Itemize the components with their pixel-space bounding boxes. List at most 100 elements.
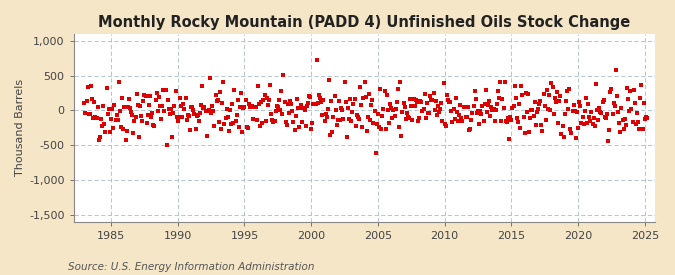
Point (548, 112, 559, 116)
Point (500, 119, 511, 123)
Point (335, 118, 346, 122)
Point (84, 112, 95, 116)
Point (500, 79, 510, 84)
Point (201, 134, 212, 138)
Point (232, 112, 242, 117)
Point (462, 114, 472, 119)
Point (345, 97, 356, 101)
Point (208, 109, 219, 113)
Point (433, 104, 443, 108)
Point (414, 116, 425, 120)
Point (140, 94, 151, 98)
Point (620, 123, 631, 127)
Point (178, 101, 189, 106)
Point (512, 120, 523, 125)
Point (594, 105, 605, 110)
Point (585, 119, 596, 123)
Point (407, 117, 418, 122)
Point (235, 105, 246, 110)
Point (357, 125, 368, 129)
Point (493, 89, 504, 94)
Point (435, 107, 446, 111)
Point (103, 112, 113, 116)
Point (610, 104, 620, 109)
Point (596, 111, 607, 116)
Point (495, 80, 506, 84)
Point (389, 113, 400, 118)
Point (122, 105, 133, 110)
Point (189, 111, 200, 116)
Point (516, 84, 526, 89)
Point (287, 109, 298, 114)
Point (588, 116, 599, 120)
Point (175, 96, 186, 101)
Point (419, 91, 430, 96)
Point (603, 139, 614, 143)
Point (583, 101, 593, 106)
Point (557, 124, 568, 128)
Point (227, 102, 238, 106)
Point (246, 105, 256, 109)
Point (159, 109, 170, 113)
Point (221, 107, 232, 111)
Point (115, 108, 126, 113)
Point (163, 97, 173, 102)
Point (275, 108, 286, 112)
Point (150, 98, 161, 102)
Point (531, 122, 541, 127)
Point (454, 112, 464, 117)
Point (266, 111, 277, 116)
Point (292, 105, 303, 110)
Point (362, 115, 373, 119)
Point (610, 68, 621, 72)
Point (336, 105, 347, 110)
Point (510, 83, 520, 88)
Point (431, 112, 442, 117)
Point (126, 110, 136, 114)
Point (338, 117, 349, 121)
Point (219, 121, 230, 126)
Point (408, 96, 419, 101)
Point (97, 124, 107, 128)
Point (446, 108, 457, 113)
Point (541, 88, 552, 92)
Point (95, 134, 105, 139)
Point (549, 95, 560, 100)
Point (239, 105, 250, 109)
Point (146, 115, 157, 119)
Point (203, 108, 214, 112)
Point (87, 97, 98, 101)
Point (131, 92, 142, 97)
Point (563, 107, 574, 112)
Point (543, 107, 554, 111)
Point (579, 109, 590, 114)
Point (368, 120, 379, 125)
Point (99, 122, 110, 127)
Point (534, 101, 545, 106)
Point (529, 114, 539, 119)
Point (319, 119, 330, 123)
Point (301, 103, 312, 108)
Point (355, 85, 366, 89)
Point (580, 96, 591, 100)
Point (173, 115, 184, 119)
Point (84, 112, 95, 116)
Point (458, 105, 469, 109)
Point (247, 104, 258, 108)
Point (630, 122, 641, 126)
Point (179, 107, 190, 111)
Point (229, 88, 240, 92)
Point (536, 123, 547, 128)
Point (479, 101, 490, 106)
Point (225, 122, 236, 127)
Point (601, 112, 612, 116)
Point (259, 93, 270, 97)
Point (395, 80, 406, 84)
Point (556, 131, 567, 136)
Point (624, 108, 634, 113)
Point (452, 110, 462, 115)
Point (445, 100, 456, 104)
Point (369, 109, 380, 113)
Point (378, 106, 389, 111)
Point (570, 136, 581, 140)
